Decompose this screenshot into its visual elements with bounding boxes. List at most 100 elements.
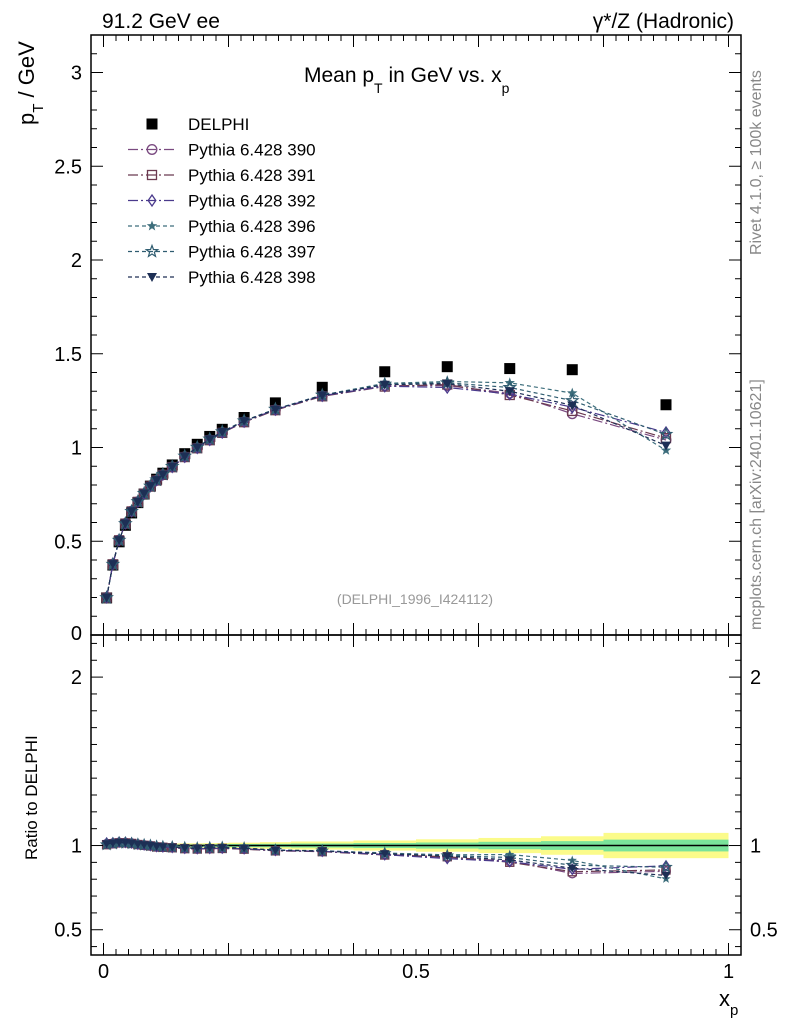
xlabel-sub: p <box>730 1002 738 1019</box>
series-6-point <box>442 379 453 389</box>
upper-panel-series <box>99 361 674 604</box>
series-6-ratio-point <box>442 852 452 861</box>
series-6-ratio-point <box>120 839 130 848</box>
series-6-point <box>567 401 578 411</box>
series-3-line <box>106 385 667 598</box>
ratio-y-tick-label-left: 2 <box>71 667 82 689</box>
legend-label: Pythia 6.428 391 <box>188 166 316 185</box>
upper-y-tick-label: 2 <box>71 250 82 272</box>
legend-entry: DELPHI <box>146 115 249 134</box>
ylabel-rest: / GeV <box>14 41 39 104</box>
series-0-point <box>379 366 391 378</box>
series-6-point <box>270 405 281 415</box>
upper-y-tick-label: 1 <box>71 438 82 460</box>
ylabel-sub: T <box>30 104 47 113</box>
series-6-ratio-point <box>102 840 112 849</box>
ratio-y-axis-label: Ratio to DELPHI <box>22 735 41 860</box>
series-0-point <box>566 364 578 376</box>
series-6-point <box>217 427 228 437</box>
series-6-ratio-point <box>317 847 327 856</box>
svg-text:xp: xp <box>719 986 738 1019</box>
side-label-rivet: Rivet 4.1.0, ≥ 100k events <box>748 70 765 255</box>
series-6-ratio-point <box>270 846 280 855</box>
legend-marker <box>146 118 158 130</box>
legend-entry: Pythia 6.428 392 <box>128 192 316 211</box>
series-6-point <box>317 391 328 401</box>
series-6-ratio-point <box>217 844 227 853</box>
x-tick-label: 0.5 <box>402 961 430 983</box>
ratio-y-tick-label-left: 0.5 <box>54 920 82 942</box>
series-5-point <box>658 426 674 441</box>
upper-y-tick-label: 0.5 <box>54 531 82 553</box>
header-left-label: 91.2 GeV ee <box>102 10 220 33</box>
series-1-line <box>106 385 667 598</box>
legend-marker <box>147 193 157 208</box>
series-6-point <box>151 476 162 486</box>
series-2-upper <box>101 379 672 603</box>
series-6-point <box>132 497 143 507</box>
legend-entry: Pythia 6.428 396 <box>128 217 316 236</box>
series-6-ratio-point <box>145 841 155 851</box>
legend-label: Pythia 6.428 398 <box>188 268 316 287</box>
legend-marker <box>144 243 160 258</box>
series-3-ratio-point <box>661 859 671 872</box>
series-4-point <box>567 387 578 398</box>
legend-entry: Pythia 6.428 397 <box>128 243 316 262</box>
series-6-point <box>504 387 515 397</box>
side-label-mcplots: mcplots.cern.ch [arXiv:2401.10621] <box>748 379 765 630</box>
title-sub-1: T <box>374 80 383 96</box>
series-0-point <box>441 361 453 373</box>
series-6-point <box>101 593 112 603</box>
series-6-ratio-point <box>661 871 671 880</box>
upper-y-axis-label: pT / GeV <box>14 41 47 125</box>
legend-marker <box>146 220 158 231</box>
series-6-line <box>106 383 667 598</box>
legend-entry: Pythia 6.428 390 <box>128 141 316 160</box>
series-3-point <box>661 425 671 440</box>
x-tick-label: 1 <box>723 961 734 983</box>
svg-text:pT / GeV: pT / GeV <box>14 41 47 125</box>
plot-title: Mean pT in GeV vs. xp <box>304 64 510 96</box>
upper-y-tick-label: 0 <box>71 623 82 645</box>
title-sub-2: p <box>502 80 510 96</box>
ratio-y-tick-label-right: 2 <box>750 667 761 689</box>
legend-marker <box>147 273 157 282</box>
series-6-ratio <box>102 838 671 880</box>
series-6-point <box>204 435 215 445</box>
ratio-y-tick-label-right: 0.5 <box>750 920 778 942</box>
legend-entry: Pythia 6.428 398 <box>128 268 316 287</box>
series-6-ratio-point <box>158 843 168 852</box>
upper-y-tick-label: 1.5 <box>54 344 82 366</box>
series-6-ratio-point <box>192 844 202 853</box>
series-6-ratio-point <box>505 856 515 865</box>
svg-text:Mean pT in GeV vs. xp: Mean pT in GeV vs. xp <box>304 64 510 96</box>
legend-marker <box>146 169 158 181</box>
xlabel-main: x <box>719 986 730 1011</box>
series-6-point <box>126 507 137 517</box>
series-6-point <box>379 380 390 390</box>
upper-y-tick-label: 3 <box>71 63 82 85</box>
series-0-point <box>316 381 328 393</box>
legend-entry: Pythia 6.428 391 <box>128 166 316 185</box>
legend-marker <box>146 144 158 155</box>
series-6-ratio-point <box>167 843 177 852</box>
legend-label: Pythia 6.428 392 <box>188 192 316 211</box>
ratio-y-tick-label-right: 1 <box>750 836 761 858</box>
title-mid: in GeV vs. x <box>383 64 503 87</box>
series-6-ratio-point <box>133 840 143 849</box>
axes: 0 0.5 1 0 0.5 1 1.5 2 2.5 3 0.5 0.5 1 1 2 2 <box>54 34 778 983</box>
ylabel-main: p <box>14 113 39 125</box>
legend-label: Pythia 6.428 390 <box>188 141 316 160</box>
series-6-ratio-point <box>205 844 215 853</box>
series-6-ratio-point <box>152 842 162 852</box>
x-tick-label: 0 <box>98 961 109 983</box>
series-6-ratio-point <box>114 838 124 847</box>
series-6-point <box>167 462 178 472</box>
series-1-upper <box>101 380 672 603</box>
series-5-ratio-point <box>659 860 673 873</box>
legend-label: DELPHI <box>188 115 249 134</box>
ratio-y-tick-label-left: 1 <box>71 836 82 858</box>
series-6-point <box>239 417 250 427</box>
series-6-point <box>120 519 131 529</box>
series-6-point <box>157 470 168 480</box>
